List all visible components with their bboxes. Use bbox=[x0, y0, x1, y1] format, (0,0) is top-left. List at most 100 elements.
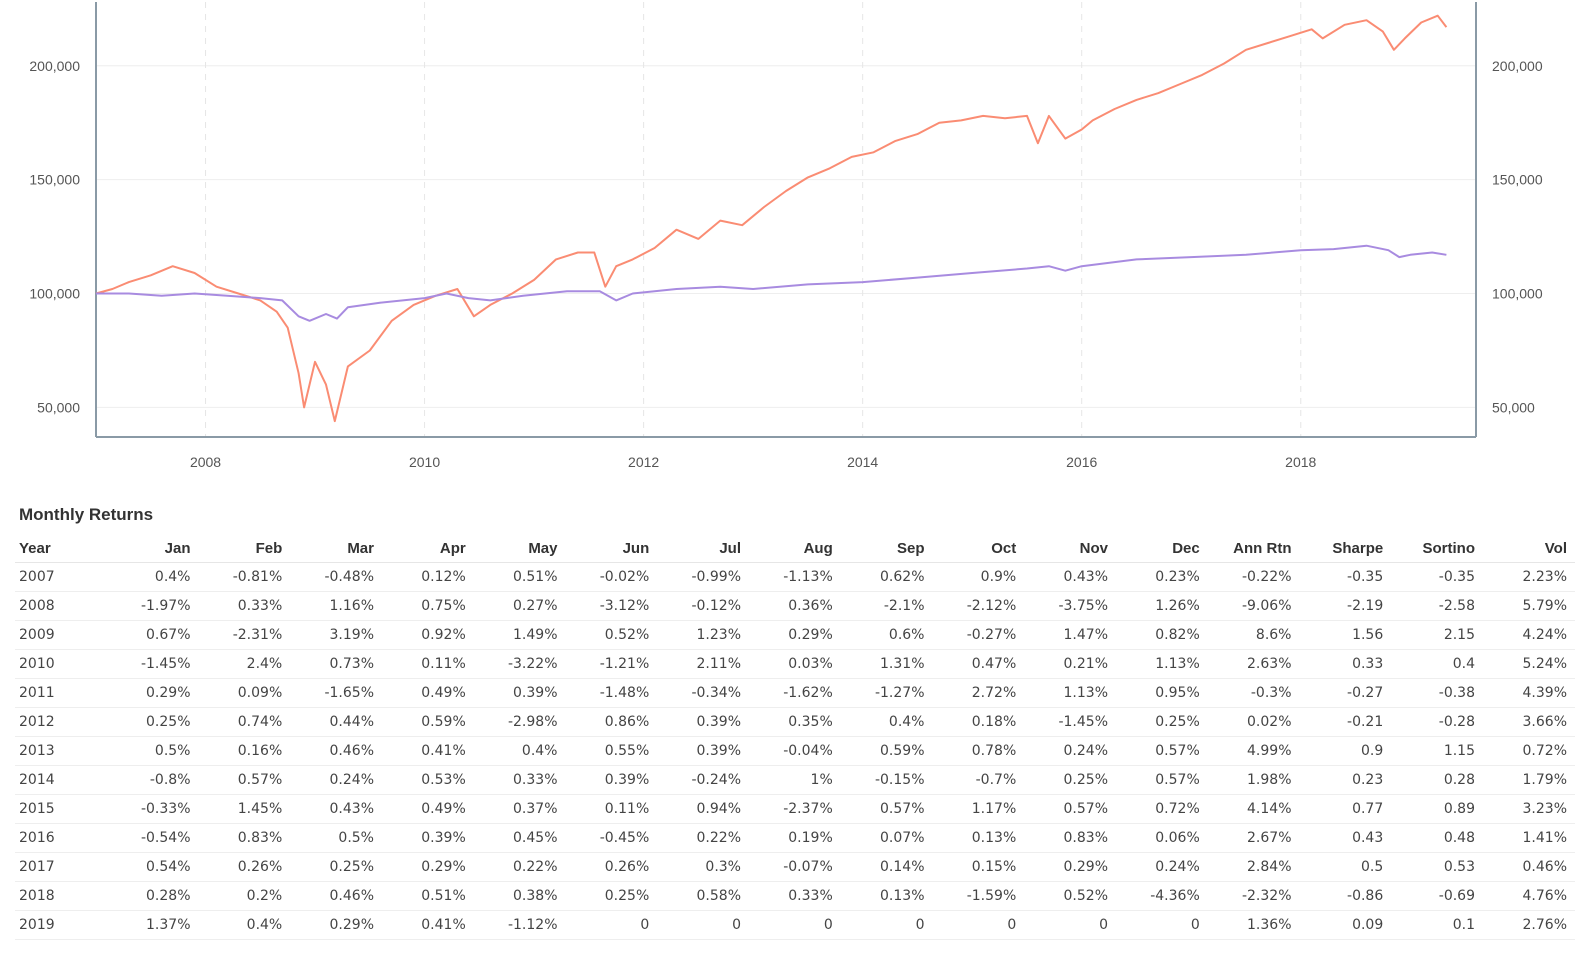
column-header: Feb bbox=[198, 534, 291, 563]
table-cell: 0.19% bbox=[749, 823, 841, 853]
table-cell: 1.16% bbox=[290, 591, 382, 621]
table-cell: 0.75% bbox=[382, 591, 474, 621]
table-cell: -0.7% bbox=[932, 765, 1025, 795]
table-cell: 0.43% bbox=[1024, 562, 1116, 592]
table-row: 2016 -0.54% 0.83% 0.5% 0.39% 0.45% -0.45% 0.22%… bbox=[15, 823, 1575, 853]
table-cell: -0.22% bbox=[1207, 562, 1300, 592]
table-cell: 0.29% bbox=[106, 678, 199, 708]
column-header: Aug bbox=[749, 534, 841, 563]
table-cell: 1.45% bbox=[198, 794, 291, 824]
table-cell: 1.79% bbox=[1483, 765, 1575, 795]
equity-chart: 50,000 100,000 150,000 200,000 50,000 100,000… bbox=[29, 2, 1543, 470]
table-cell: 0.49% bbox=[382, 678, 474, 708]
table-row: 2009 0.67% -2.31% 3.19% 0.92% 1.49% 0.52% 1.23%… bbox=[15, 620, 1575, 650]
table-cell: 0.67% bbox=[106, 620, 199, 650]
table-cell: 0 bbox=[565, 910, 658, 940]
table-cell: -1.48% bbox=[565, 678, 658, 708]
table-cell: 0 bbox=[657, 910, 749, 940]
table-cell: 0.11% bbox=[565, 794, 658, 824]
table-cell: 0.03% bbox=[749, 649, 841, 679]
table-cell: -0.12% bbox=[657, 591, 749, 621]
table-cell: 4.14% bbox=[1207, 794, 1300, 824]
table-row: 2010 -1.45% 2.4% 0.73% 0.11% -3.22% -1.21% 2.11… bbox=[15, 649, 1575, 679]
table-cell: 2.23% bbox=[1483, 562, 1575, 592]
table-cell: 5.24% bbox=[1483, 649, 1575, 679]
table-cell: 0.73% bbox=[290, 649, 382, 679]
table-cell: 0.26% bbox=[565, 852, 658, 882]
table-cell: 0.13% bbox=[840, 881, 933, 911]
table-cell: 0.58% bbox=[657, 881, 749, 911]
table-cell: 0.52% bbox=[565, 620, 658, 650]
table-cell: 5.79% bbox=[1483, 591, 1575, 621]
table-cell: 0.06% bbox=[1116, 823, 1208, 853]
column-header: Nov bbox=[1024, 534, 1116, 563]
table-cell: 0.4% bbox=[840, 707, 933, 737]
table-cell: 0.77 bbox=[1299, 794, 1392, 824]
table-cell: 0.43% bbox=[290, 794, 382, 824]
table-cell: -0.69 bbox=[1391, 881, 1483, 911]
table-cell: 1.47% bbox=[1024, 620, 1116, 650]
table-cell: 0.55% bbox=[565, 736, 658, 766]
table-cell: 4.76% bbox=[1483, 881, 1575, 911]
table-cell: 0.23% bbox=[1116, 562, 1208, 592]
table-cell: 0.47% bbox=[932, 649, 1025, 679]
table-cell: 2.72% bbox=[932, 678, 1025, 708]
table-cell: 0.5% bbox=[290, 823, 382, 853]
table-cell: 0.57% bbox=[840, 794, 933, 824]
table-cell: 0.45% bbox=[473, 823, 566, 853]
table-row: 2013 0.5% 0.16% 0.46% 0.41% 0.4% 0.55% 0.39% -0.… bbox=[15, 736, 1575, 766]
table-cell: 0.35% bbox=[749, 707, 841, 737]
table-cell: 0.53 bbox=[1391, 852, 1483, 882]
table-cell: -0.27% bbox=[932, 620, 1025, 650]
table-cell: 0.11% bbox=[382, 649, 474, 679]
table-cell: 1.56 bbox=[1299, 620, 1392, 650]
table-cell: 0.39% bbox=[657, 707, 749, 737]
table-cell: 0.92% bbox=[382, 620, 474, 650]
table-cell: 2.4% bbox=[198, 649, 291, 679]
table-cell: 0 bbox=[932, 910, 1025, 940]
table-cell: 0.53% bbox=[382, 765, 474, 795]
table-cell: -0.86 bbox=[1299, 881, 1392, 911]
table-cell: -2.98% bbox=[473, 707, 566, 737]
table-cell: 0.72% bbox=[1483, 736, 1575, 766]
column-header: Apr bbox=[382, 534, 474, 563]
table-cell: 1.98% bbox=[1207, 765, 1300, 795]
x-tick-label: 2010 bbox=[409, 454, 440, 470]
column-header: Sep bbox=[840, 534, 933, 563]
table-body: 2007 0.4% -0.81% -0.48% 0.12% 0.51% -0.02% -0.9… bbox=[15, 562, 1575, 940]
table-cell: -3.12% bbox=[565, 591, 658, 621]
table-row: 2014 -0.8% 0.57% 0.24% 0.53% 0.33% 0.39% -0.24%… bbox=[15, 765, 1575, 795]
column-header: Dec bbox=[1116, 534, 1208, 563]
table-cell: -1.12% bbox=[473, 910, 566, 940]
table-cell: 0.39% bbox=[382, 823, 474, 853]
table-cell: 0.57% bbox=[1116, 765, 1208, 795]
y-tick-label-left: 100,000 bbox=[29, 286, 80, 302]
table-cell: 0.44% bbox=[290, 707, 382, 737]
table-cell: -2.1% bbox=[840, 591, 933, 621]
table-cell: 0.1 bbox=[1391, 910, 1483, 940]
table-cell: 3.66% bbox=[1483, 707, 1575, 737]
column-header: Jul bbox=[657, 534, 749, 563]
table-cell: 0.24% bbox=[1116, 852, 1208, 882]
table-cell: -0.45% bbox=[565, 823, 658, 853]
table-cell: -1.27% bbox=[840, 678, 933, 708]
table-cell: -2.37% bbox=[749, 794, 841, 824]
x-tick-label: 2014 bbox=[847, 454, 878, 470]
table-row: 2018 0.28% 0.2% 0.46% 0.51% 0.38% 0.25% 0.58% 0.… bbox=[15, 881, 1575, 911]
table-cell: 0.33% bbox=[198, 591, 291, 621]
table-cell: -0.48% bbox=[290, 562, 382, 592]
table-cell: 0 bbox=[1116, 910, 1208, 940]
y-tick-label-left: 150,000 bbox=[29, 172, 80, 188]
table-cell: 8.6% bbox=[1207, 620, 1300, 650]
table-cell: 0.25% bbox=[1116, 707, 1208, 737]
column-header: Sharpe bbox=[1299, 534, 1392, 563]
table-cell: 0.28 bbox=[1391, 765, 1483, 795]
column-header: Jun bbox=[565, 534, 658, 563]
table-cell: 2013 bbox=[15, 736, 107, 766]
table-cell: -1.65% bbox=[290, 678, 382, 708]
table-cell: 1% bbox=[749, 765, 841, 795]
table-cell: 0.49% bbox=[382, 794, 474, 824]
table-cell: 0.21% bbox=[1024, 649, 1116, 679]
table-cell: 0.14% bbox=[840, 852, 933, 882]
table-cell: 0.09% bbox=[198, 678, 291, 708]
